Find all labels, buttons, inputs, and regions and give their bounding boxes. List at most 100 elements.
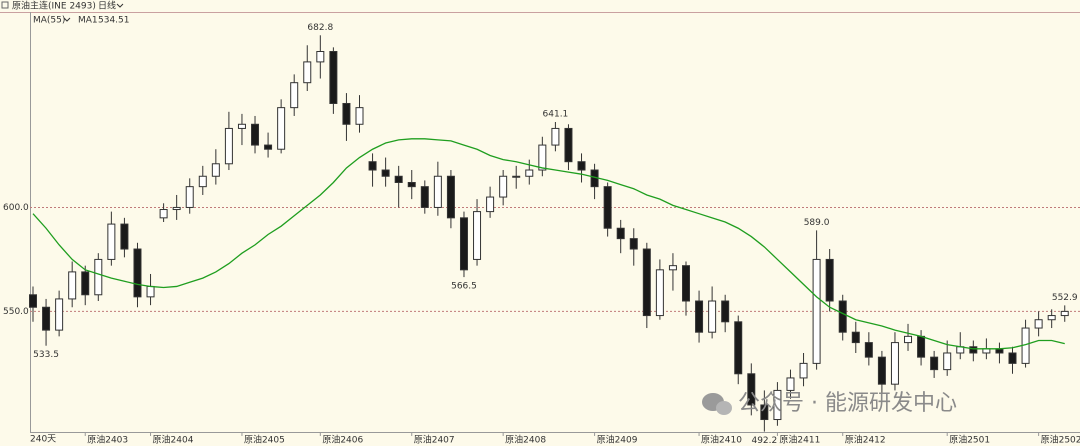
candle-body	[1047, 315, 1056, 321]
x-tick-label: 原油2405	[244, 434, 285, 446]
candle-body	[864, 342, 873, 358]
candle-body	[329, 51, 338, 104]
x-tick-label: 原油2407	[414, 434, 455, 446]
x-tick-label: 原油2412	[845, 434, 886, 446]
span-label: 240天	[30, 435, 56, 445]
candle-body	[120, 223, 129, 250]
candle-body	[760, 404, 769, 421]
extreme-label: 566.5	[451, 282, 477, 292]
candle-body	[316, 51, 325, 63]
candle-body	[577, 161, 586, 171]
candle-body	[773, 389, 782, 421]
candle-body	[264, 144, 273, 150]
candle-body	[172, 206, 181, 211]
menu-icon[interactable]	[1, 1, 9, 9]
candle-body	[512, 175, 521, 178]
ma-legend-name: MA1	[78, 16, 98, 26]
candle-body	[368, 161, 377, 171]
candle-body	[251, 123, 260, 146]
period[interactable]: 日线	[98, 0, 116, 12]
candle-body	[668, 265, 677, 271]
candle-body	[198, 175, 207, 188]
candle-body	[786, 377, 795, 391]
candle-body	[721, 300, 730, 323]
candle-body	[342, 102, 351, 125]
ma-legend-value: 534.51	[98, 16, 130, 26]
candle-body	[877, 356, 886, 385]
candle-body	[812, 258, 821, 364]
candle-body	[185, 186, 194, 208]
candle-body	[42, 306, 51, 331]
candle-body	[1060, 310, 1069, 317]
candle-body	[708, 300, 717, 333]
candle-body	[433, 175, 442, 208]
candle-body	[355, 107, 364, 125]
extreme-label: 492.2	[751, 436, 777, 446]
candle-body	[747, 373, 756, 406]
candle-body	[211, 163, 220, 177]
candle-body	[224, 127, 233, 165]
candle-body	[930, 356, 939, 371]
x-tick-label: 原油2403	[87, 434, 128, 446]
extreme-label: 682.8	[307, 23, 333, 33]
candle-body	[394, 175, 403, 183]
candle-body	[381, 169, 390, 177]
y-tick-label: 600.0	[3, 203, 29, 213]
chevron	[63, 17, 71, 22]
chevron	[116, 3, 124, 8]
candle-body	[486, 196, 495, 213]
candle-body	[420, 186, 429, 208]
watermark-icon	[702, 393, 732, 415]
extreme-label: 533.5	[33, 350, 59, 360]
candle-body	[629, 238, 638, 250]
candle-body	[825, 258, 834, 302]
watermark: 公众号 · 能源研发中心	[738, 391, 957, 416]
candle-body	[133, 248, 142, 298]
candle-body	[1008, 352, 1017, 364]
candle-body	[29, 294, 37, 308]
extreme-label: 552.9	[1052, 293, 1078, 303]
candle-body	[525, 169, 534, 177]
candle-body	[107, 223, 116, 260]
candle-body	[695, 300, 704, 333]
candle-body	[303, 61, 312, 84]
candle-body	[81, 271, 90, 296]
indicator[interactable]: MA(55)	[33, 16, 65, 26]
candle-body	[277, 107, 286, 150]
candle-body	[473, 211, 482, 260]
y-tick-label: 550.0	[3, 307, 29, 317]
candle-body	[682, 265, 690, 302]
candle-body	[969, 346, 978, 354]
candle-body	[407, 181, 416, 188]
x-tick-label: 原油2502	[1041, 434, 1080, 446]
x-tick-label: 原油2404	[153, 434, 194, 446]
candle-body	[94, 258, 103, 296]
candle-body	[943, 352, 952, 371]
chart-title: 原油主连(INE 2493)	[12, 0, 96, 12]
candle-body	[55, 298, 64, 331]
x-tick-label: 原油2409	[597, 434, 638, 446]
candle-body	[68, 271, 77, 300]
candle-body	[459, 217, 468, 271]
candle-body	[616, 227, 625, 240]
candle-body	[890, 342, 899, 385]
x-tick-label: 原油2408	[505, 434, 546, 446]
candle-body	[917, 335, 926, 358]
candle-body	[799, 362, 808, 379]
candle-body	[538, 144, 547, 171]
candle-body	[290, 82, 299, 109]
candle-body	[446, 175, 455, 219]
candle-body	[159, 209, 168, 219]
candle-body	[904, 335, 913, 344]
candle-body	[851, 331, 860, 344]
candle-body	[237, 123, 246, 129]
candle-body	[564, 127, 573, 163]
x-tick-label: 原油2410	[701, 434, 742, 446]
candle-body	[734, 321, 743, 375]
x-tick-label: 原油2411	[779, 434, 820, 446]
candle-body	[146, 285, 155, 298]
ma-line	[32, 138, 1065, 350]
extreme-label: 641.1	[543, 109, 569, 119]
